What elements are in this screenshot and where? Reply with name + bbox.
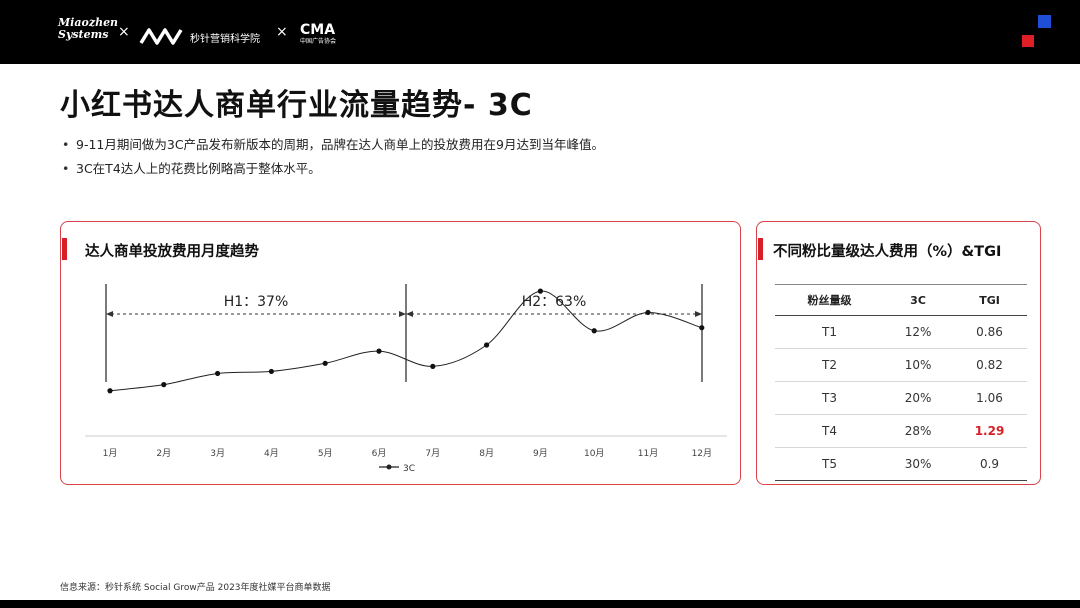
series-layer <box>107 288 705 394</box>
data-point <box>484 342 490 348</box>
miaozhen-logo-line1: Miaozhen <box>58 16 119 29</box>
h1-share-label: H1：37% <box>224 294 289 310</box>
legend-marker <box>386 464 392 470</box>
tick-layer: 1月 2月 3月 4月 5月 6月 7月 8月 9月 10月 11月 12月 <box>103 448 712 459</box>
table-row: T3 20% 1.06 <box>775 381 1027 415</box>
share-cell: 10% <box>884 348 953 382</box>
share-cell: 12% <box>884 315 953 349</box>
x-tick-label: 1月 <box>103 448 118 459</box>
x-tick-label: 4月 <box>264 448 279 459</box>
tgi-table: 粉丝量级 3C TGI T1 12% 0.86 T2 10% 0.82 T3 2… <box>775 284 1027 481</box>
h1-arrow-right-head <box>399 311 406 317</box>
tgi-cell: 0.9 <box>952 447 1027 481</box>
h2-arrow-left-head <box>406 311 413 317</box>
x-tick-label: 12月 <box>692 448 712 459</box>
data-point <box>537 288 543 294</box>
data-point <box>430 363 436 369</box>
column-header: 3C <box>884 284 953 316</box>
x-tick-label: 10月 <box>584 448 604 459</box>
bottom-bar <box>0 600 1080 608</box>
logo-separator-2: × <box>276 24 288 40</box>
tier-cell: T5 <box>775 447 885 481</box>
cma-logo: CMA 中国广告协会 <box>300 22 336 46</box>
bullet-item: 9-11月期间做为3C产品发布新版本的周期，品牌在达人商单上的投放费用在9月达到… <box>62 133 604 157</box>
title-accent-bar <box>62 238 67 260</box>
tier-cell: T3 <box>775 381 885 415</box>
h1-arrow-left-head <box>106 311 113 317</box>
tier-cell: T2 <box>775 348 885 382</box>
data-point <box>645 309 651 316</box>
logo-separator: × <box>118 24 130 40</box>
miaozhen-logo: Miaozhen Systems <box>58 17 118 41</box>
table-row: T5 30% 0.9 <box>775 447 1027 481</box>
x-tick-label: 6月 <box>372 448 387 459</box>
chart-title: 达人商单投放费用月度趋势 <box>85 244 259 260</box>
tgi-cell: 0.82 <box>952 348 1027 382</box>
h2-share-label: H2：63% <box>522 294 587 310</box>
h2-arrow-right-head <box>695 311 702 317</box>
data-point <box>107 388 113 394</box>
academy-logo-icon <box>139 28 183 45</box>
academy-name: 秒针营销科学院 <box>190 34 260 45</box>
x-tick-label: 8月 <box>479 448 494 459</box>
chart-legend: 3C <box>379 464 415 474</box>
data-point <box>699 325 705 331</box>
tgi-cell: 0.86 <box>952 315 1027 349</box>
table-row: T2 10% 0.82 <box>775 348 1027 382</box>
tgi-cell-highlight: 1.29 <box>952 414 1027 448</box>
tgi-table-card: 不同粉比量级达人费用（%）&TGI 粉丝量级 3C TGI T1 12% 0.8… <box>756 221 1041 485</box>
miaozhen-logo-line2: Systems <box>58 28 109 41</box>
top-bar: Miaozhen Systems × 秒针营销科学院 × CMA 中国广告协会 <box>0 0 1080 64</box>
blue-square-decoration <box>1038 15 1051 28</box>
share-cell: 20% <box>884 381 953 415</box>
title-accent-bar <box>758 238 763 260</box>
bullet-item: 3C在T4达人上的花费比例略高于整体水平。 <box>62 157 604 181</box>
cma-logo-subtext: 中国广告协会 <box>300 38 337 45</box>
table-row: T4 28% 1.29 <box>775 414 1027 448</box>
x-tick-label: 9月 <box>533 448 548 459</box>
share-cell: 28% <box>884 414 953 448</box>
tgi-cell: 1.06 <box>952 381 1027 415</box>
table-row: T1 12% 0.86 <box>775 315 1027 349</box>
data-point <box>591 328 597 334</box>
column-header: TGI <box>952 284 1027 316</box>
page-title: 小红书达人商单行业流量趋势- 3C <box>60 88 533 123</box>
trend-chart-card: 达人商单投放费用月度趋势 H1：37% H2：63% 1月 2月 3月 4月 5月 6月 7… <box>60 221 741 485</box>
data-point <box>322 360 328 366</box>
tier-cell: T1 <box>775 315 885 349</box>
data-point <box>215 370 221 377</box>
data-point <box>268 368 274 375</box>
x-tick-label: 3月 <box>210 448 225 459</box>
share-cell: 30% <box>884 447 953 481</box>
x-tick-label: 11月 <box>638 448 658 459</box>
table-title: 不同粉比量级达人费用（%）&TGI <box>773 244 1002 260</box>
x-tick-label: 2月 <box>156 448 171 459</box>
bullet-list: 9-11月期间做为3C产品发布新版本的周期，品牌在达人商单上的投放费用在9月达到… <box>62 133 604 181</box>
x-tick-label: 5月 <box>318 448 333 459</box>
legend-label: 3C <box>403 464 415 474</box>
source-note: 信息来源：秒针系统 Social Grow产品 2023年度社媒平台商单数据 <box>60 583 331 593</box>
line-chart: H1：37% H2：63% 1月 2月 3月 4月 5月 6月 7月 8月 9月 10月 11月 12… <box>85 284 727 474</box>
red-square-decoration <box>1022 35 1034 47</box>
column-header: 粉丝量级 <box>775 284 885 316</box>
data-point <box>376 348 382 354</box>
cma-logo-text: CMA <box>300 22 336 38</box>
tier-cell: T4 <box>775 414 885 448</box>
data-point <box>161 382 167 388</box>
x-tick-label: 7月 <box>425 448 440 459</box>
table-header-row: 粉丝量级 3C TGI <box>775 284 1027 316</box>
